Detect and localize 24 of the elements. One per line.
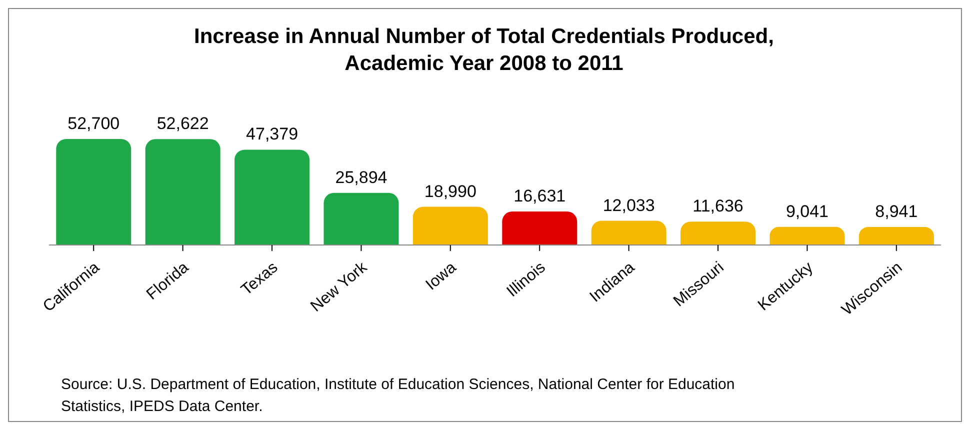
bar xyxy=(502,212,578,245)
x-tick-label: New York xyxy=(308,258,372,316)
x-tick-label: Iowa xyxy=(422,258,460,294)
data-label: 52,622 xyxy=(156,114,209,134)
bar xyxy=(858,227,934,245)
data-label: 8,941 xyxy=(875,202,918,222)
data-label: 9,041 xyxy=(786,202,829,221)
bar xyxy=(591,220,666,245)
chart-title: Increase in Annual Number of Total Credentials Produced, Academic Year 2008 to 2011 xyxy=(193,24,775,77)
bar xyxy=(234,150,310,245)
bar xyxy=(324,192,399,245)
data-label: 18,990 xyxy=(424,182,476,201)
bar xyxy=(145,139,220,245)
bar xyxy=(412,206,488,245)
bar xyxy=(680,222,756,245)
data-label: 25,894 xyxy=(335,168,388,187)
source-note: Source: U.S. Department of Education, Institute of Education Sciences, National Center for Education Statistics, IPEDS Data Center. xyxy=(61,375,736,417)
data-label: 11,636 xyxy=(692,196,744,216)
data-label: 47,379 xyxy=(246,124,298,144)
data-label: 16,631 xyxy=(514,186,566,206)
data-label: 12,033 xyxy=(602,196,655,215)
data-label: 52,700 xyxy=(68,114,120,133)
bar xyxy=(56,139,132,245)
bar xyxy=(770,226,845,245)
